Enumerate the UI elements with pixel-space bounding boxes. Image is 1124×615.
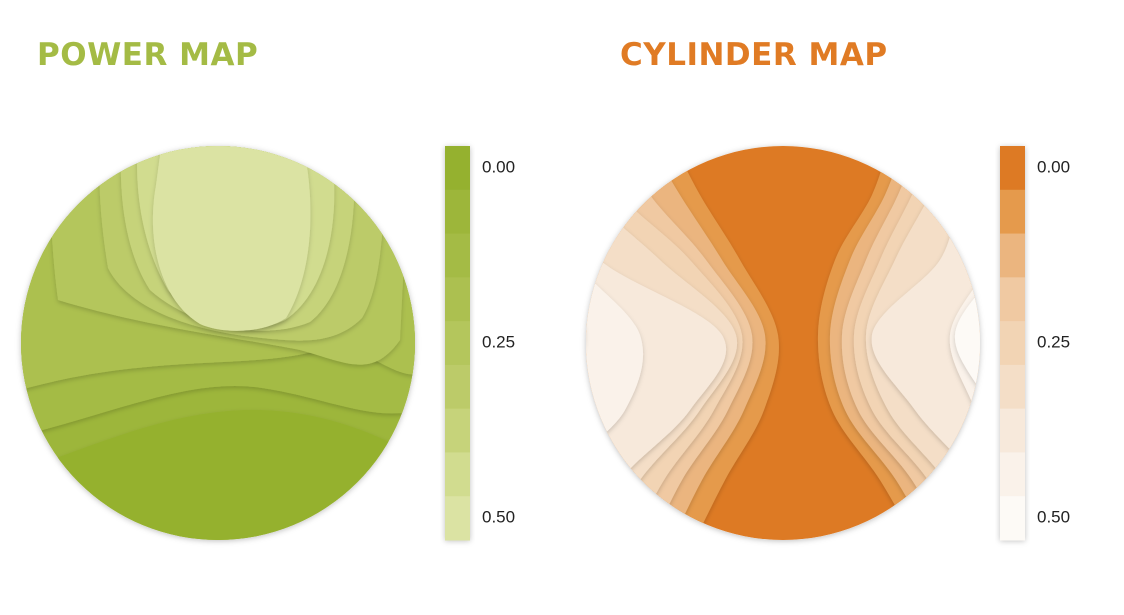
cylinder-map — [540, 140, 980, 550]
colorbar-band — [445, 146, 470, 191]
colorbar-band — [445, 408, 470, 453]
tick-label: 0.25 — [482, 332, 515, 351]
chart-title: CYLINDER MAP — [620, 37, 888, 73]
tick-label: 0.50 — [482, 508, 515, 527]
contour-region — [586, 146, 643, 540]
colorbar-band — [445, 321, 470, 366]
power-map — [21, 146, 415, 540]
contour-region — [152, 146, 311, 331]
tick-label: 0.25 — [1037, 332, 1070, 351]
tick-label: 0.50 — [1037, 508, 1070, 527]
colorbar-band — [445, 189, 470, 235]
tick-label: 0.00 — [482, 157, 515, 176]
contour-region — [540, 140, 585, 550]
colorbar-band — [445, 496, 470, 541]
colorbar-band — [1000, 146, 1025, 191]
tick-label: 0.00 — [1037, 157, 1070, 176]
chart-title: POWER MAP — [37, 37, 258, 73]
colorbar-band — [1000, 277, 1025, 322]
colorbar-band — [1000, 321, 1025, 366]
colorbar-band — [1000, 408, 1025, 453]
colorbar-band — [445, 233, 470, 278]
colorbar-band — [445, 452, 470, 497]
colorbar-band — [1000, 452, 1025, 497]
colorbar-band — [1000, 364, 1025, 410]
colorbar-band — [1000, 496, 1025, 541]
colorbar-band — [445, 277, 470, 322]
colorbar-band — [1000, 233, 1025, 278]
colorbar-band — [445, 364, 470, 410]
colorbars: 0.00 0.25 0.50 0.00 0.25 0.50 — [445, 146, 1070, 541]
colorbar-band — [1000, 189, 1025, 235]
